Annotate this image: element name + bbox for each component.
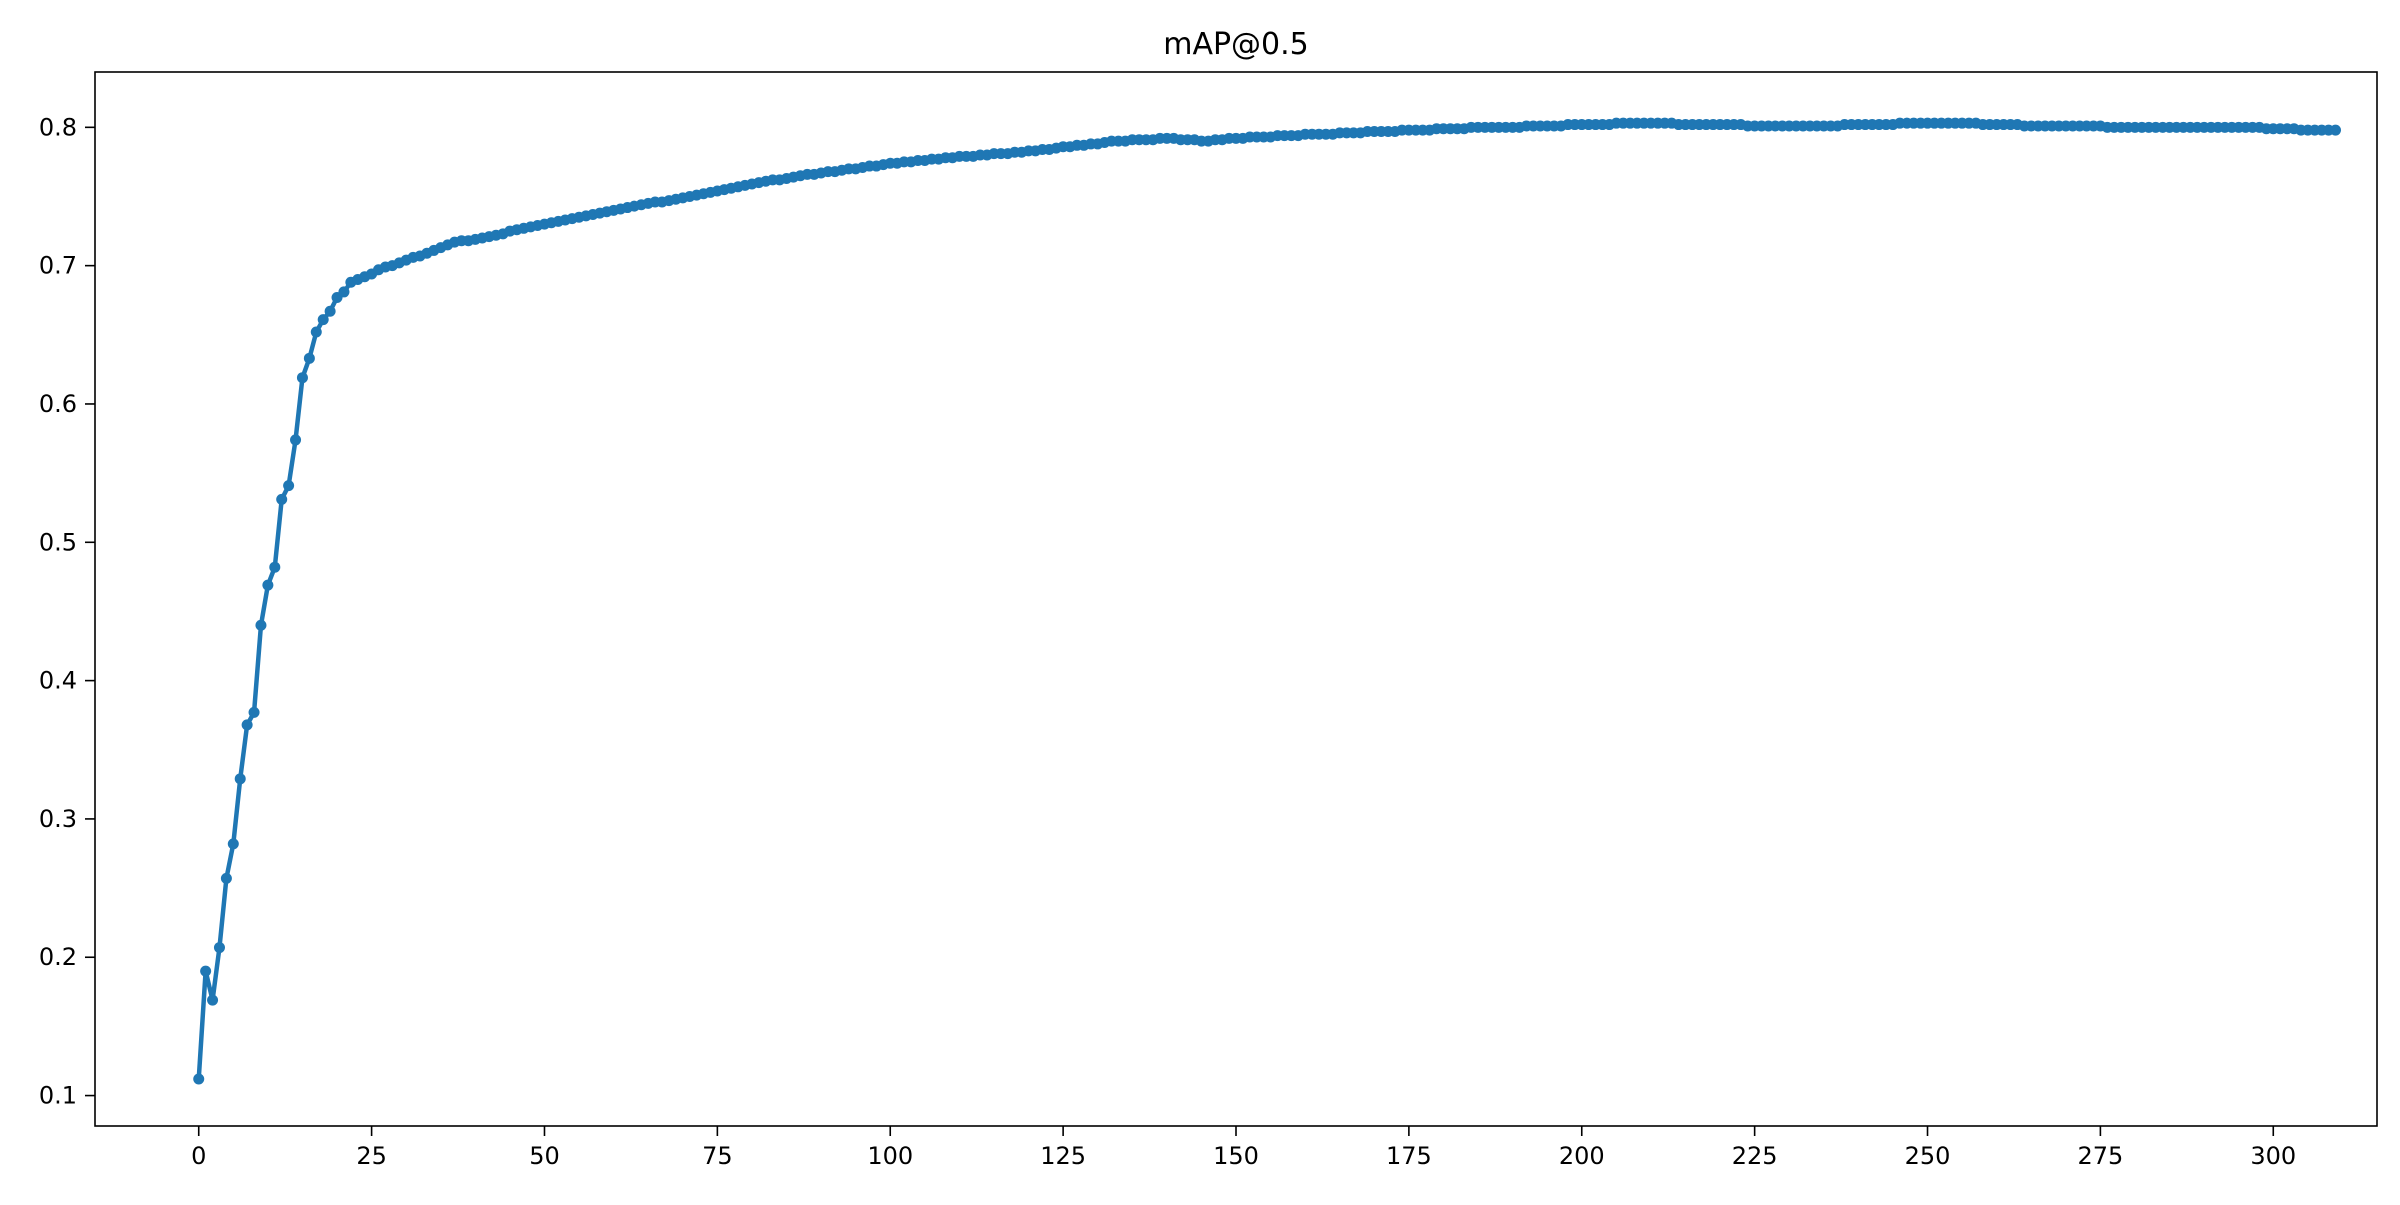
y-tick-label: 0.6 <box>39 390 77 418</box>
data-point <box>193 1073 205 1085</box>
series-layer <box>193 117 2342 1085</box>
x-tick-label: 50 <box>529 1142 560 1170</box>
data-point <box>269 561 281 573</box>
data-point <box>296 372 308 384</box>
x-tick-label: 200 <box>1559 1142 1605 1170</box>
x-tick-label: 75 <box>702 1142 733 1170</box>
plot-frame <box>94 71 2378 1127</box>
data-point <box>276 493 288 505</box>
data-point <box>255 619 267 631</box>
y-tick-label: 0.7 <box>39 252 77 280</box>
x-tick-label: 300 <box>2250 1142 2296 1170</box>
data-point <box>234 773 246 785</box>
data-point <box>200 965 212 977</box>
y-tick-label: 0.8 <box>39 113 77 141</box>
data-point <box>241 719 253 731</box>
y-tick-label: 0.2 <box>39 943 77 971</box>
data-point <box>213 942 225 954</box>
y-tick-label: 0.1 <box>39 1082 77 1110</box>
data-point <box>227 838 239 850</box>
x-tick-label: 150 <box>1213 1142 1259 1170</box>
x-tick-label: 125 <box>1040 1142 1086 1170</box>
chart-title: mAP@0.5 <box>1163 27 1309 62</box>
x-tick-label: 225 <box>1732 1142 1778 1170</box>
data-point <box>324 305 336 317</box>
y-tick-label: 0.3 <box>39 805 77 833</box>
data-point <box>310 326 322 338</box>
data-point <box>220 872 232 884</box>
x-tick-label: 25 <box>356 1142 387 1170</box>
data-point <box>262 579 274 591</box>
y-tick-label: 0.4 <box>39 667 77 695</box>
x-tick-label: 175 <box>1386 1142 1432 1170</box>
data-point <box>290 434 302 446</box>
data-point <box>317 314 329 326</box>
x-tick-label: 250 <box>1905 1142 1951 1170</box>
data-point <box>2330 124 2342 136</box>
data-point <box>303 352 315 364</box>
x-tick-label: 275 <box>2077 1142 2123 1170</box>
y-tick-label: 0.5 <box>39 528 77 556</box>
data-point <box>248 706 260 718</box>
x-tick-label: 100 <box>867 1142 913 1170</box>
data-point <box>283 480 295 492</box>
x-tick-label: 0 <box>191 1142 206 1170</box>
data-point <box>207 994 219 1006</box>
axes: 0 25 50 75 100 125 150 175 200 225 250 275 300 0.1 0.2… <box>39 113 2296 1170</box>
data-point <box>338 286 350 298</box>
